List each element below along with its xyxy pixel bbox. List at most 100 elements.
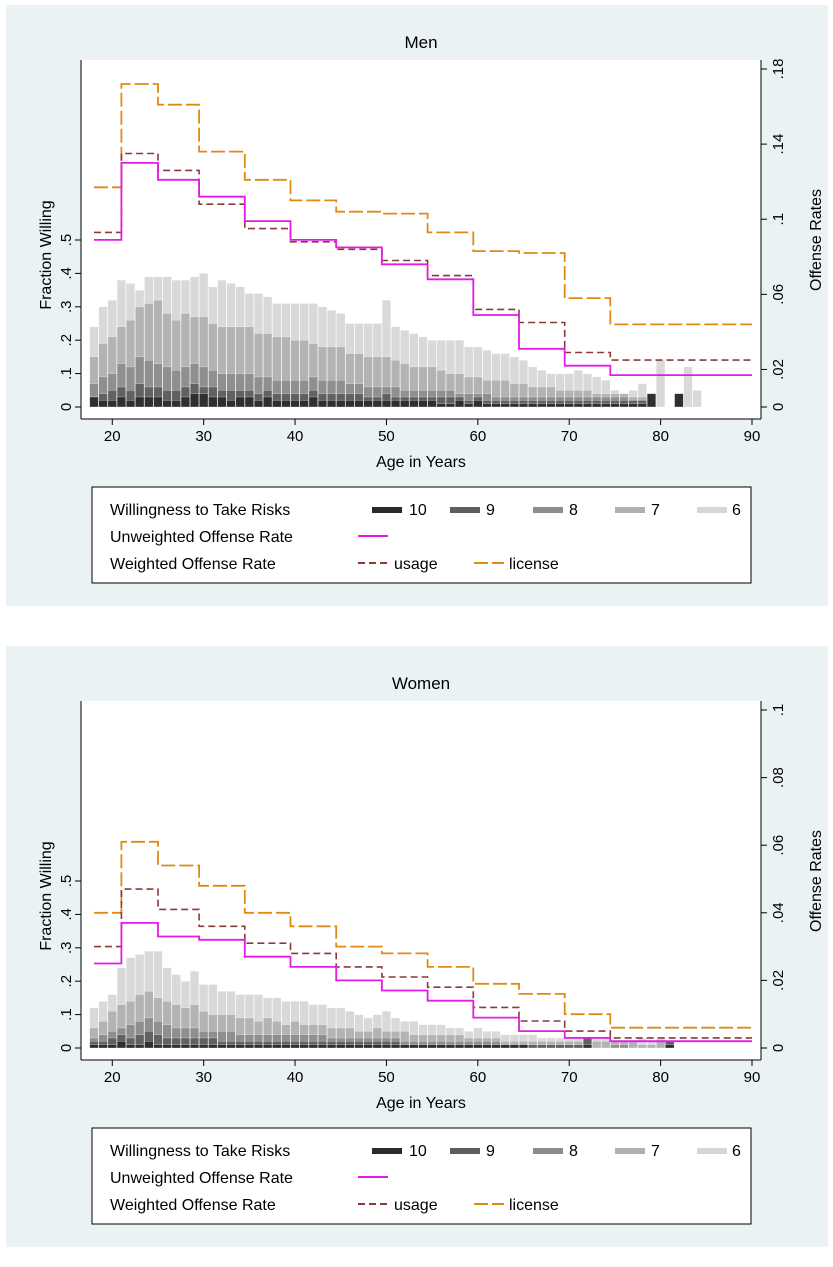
bar-risk-10-age-45 xyxy=(336,400,346,408)
bar-risk-10-age-48 xyxy=(363,1044,373,1049)
bar-risk-9-age-69 xyxy=(555,1044,565,1049)
legend: Willingness to Take Risks 10 9 8 7 6 Unw… xyxy=(91,1127,752,1225)
y-right-tick-label-.1: .1 xyxy=(770,704,787,717)
x-tick-label-20: 20 xyxy=(104,428,121,445)
bar-risk-10-age-24 xyxy=(144,1041,154,1049)
legend-weighted-label: Weighted Offense Rate xyxy=(110,556,276,573)
legend-box xyxy=(91,1127,752,1225)
bar-risk-10-age-31 xyxy=(208,396,218,408)
legend-risk-7-label: 7 xyxy=(651,502,660,519)
bar-risk-10-age-65 xyxy=(519,1044,529,1049)
x-tick-label-40: 40 xyxy=(287,428,304,445)
bar-risk-10-age-43 xyxy=(317,1044,327,1049)
y-right-tick-label-.1: .1 xyxy=(770,213,787,226)
bar-risk-7-age-77 xyxy=(628,1041,638,1049)
bar-risk-10-age-68 xyxy=(546,403,556,408)
y-left-tick-label-0: 0 xyxy=(58,1044,75,1052)
bar-risk-10-age-54 xyxy=(418,1044,428,1049)
bar-risk-10-age-42 xyxy=(308,396,318,408)
bar-risk-10-age-55 xyxy=(427,400,437,408)
legend-usage-label: usage xyxy=(394,1197,438,1214)
x-tick-label-80: 80 xyxy=(652,428,669,445)
license-line xyxy=(94,83,752,326)
bar-risk-10-age-31 xyxy=(208,1044,218,1049)
bar-risk-10-age-52 xyxy=(400,400,410,408)
legend-risk-title: Willingness to Take Risks xyxy=(110,1143,290,1160)
bar-risk-10-age-55 xyxy=(427,1044,437,1049)
bar-risk-9-age-67 xyxy=(537,1044,547,1049)
legend-risk-title: Willingness to Take Risks xyxy=(110,502,290,519)
bar-risk-10-age-20 xyxy=(107,400,117,408)
bar-risk-7-age-78 xyxy=(637,1044,647,1049)
bar-risk-10-age-46 xyxy=(345,1044,355,1049)
bar-risk-10-age-50 xyxy=(381,400,391,408)
x-axis-title: Age in Years xyxy=(376,454,466,471)
bar-risk-10-age-58 xyxy=(455,400,465,408)
x-tick-label-80: 80 xyxy=(652,1069,669,1086)
legend-swatch-risk-10 xyxy=(372,507,402,513)
x-tick-label-60: 60 xyxy=(469,428,486,445)
y-axis-left-title: Fraction Willing xyxy=(38,200,55,309)
bar-risk-10-age-22 xyxy=(126,400,136,408)
y-axis-left-title: Fraction Willing xyxy=(38,841,55,950)
bar-risk-10-age-59 xyxy=(464,1044,474,1049)
bar-risk-7-age-73 xyxy=(592,1041,602,1049)
legend-risk-6-label: 6 xyxy=(732,502,741,519)
legend-swatch-risk-6 xyxy=(697,1148,727,1154)
x-tick-label-70: 70 xyxy=(561,428,578,445)
bar-risk-10-age-29 xyxy=(190,1044,200,1049)
bar-risk-10-age-77 xyxy=(628,403,638,408)
legend-weighted-label: Weighted Offense Rate xyxy=(110,1197,276,1214)
bar-risk-6-age-83 xyxy=(683,366,693,408)
bar-risk-10-age-71 xyxy=(573,403,583,408)
legend-risk-8-label: 8 xyxy=(569,502,578,519)
bar-risk-7-age-74 xyxy=(601,1041,611,1049)
bar-risk-8-age-75 xyxy=(610,1044,620,1049)
bar-risk-10-age-54 xyxy=(418,400,428,408)
y-left-tick-label-.2: .2 xyxy=(58,975,75,988)
y-right-tick-label-.04: .04 xyxy=(770,902,787,923)
bar-risk-10-age-35 xyxy=(244,1044,254,1049)
bar-risk-10-age-33 xyxy=(226,400,236,408)
bar-risk-10-age-39 xyxy=(281,1044,291,1049)
bar-risk-10-age-47 xyxy=(354,400,364,408)
y-axis-right-title: Offense Rates xyxy=(808,830,825,932)
legend-swatch-risk-10 xyxy=(372,1148,402,1154)
y-right-tick-label-.02: .02 xyxy=(770,970,787,991)
bar-risk-10-age-69 xyxy=(555,403,565,408)
bar-risk-10-age-61 xyxy=(482,403,492,408)
bar-risk-10-age-34 xyxy=(235,1044,245,1049)
bar-risk-10-age-37 xyxy=(263,1044,273,1049)
bar-risk-10-age-76 xyxy=(619,403,629,408)
y-left-tick-label-.5: .5 xyxy=(58,875,75,888)
bar-risk-10-age-30 xyxy=(199,1044,209,1049)
bar-risk-10-age-60 xyxy=(473,400,483,408)
bar-risk-10-age-28 xyxy=(180,1044,190,1049)
bar-risk-10-age-19 xyxy=(98,400,108,408)
bar-risk-7-age-79 xyxy=(646,1044,656,1049)
bar-risk-10-age-47 xyxy=(354,1044,364,1049)
y-right-tick-label-.06: .06 xyxy=(770,835,787,856)
bar-risk-10-age-57 xyxy=(445,403,455,408)
bar-risk-10-age-53 xyxy=(409,1044,419,1049)
legend-swatch-risk-7 xyxy=(615,1148,645,1154)
x-tick-label-50: 50 xyxy=(378,428,395,445)
bar-risk-10-age-59 xyxy=(464,403,474,408)
legend-swatch-risk-6 xyxy=(697,507,727,513)
y-right-tick-label-.14: .14 xyxy=(770,134,787,155)
bar-risk-10-age-33 xyxy=(226,1044,236,1049)
bar-risk-10-age-67 xyxy=(537,403,547,408)
bar-risk-10-age-24 xyxy=(144,396,154,408)
y-right-tick-label-.02: .02 xyxy=(770,359,787,380)
bar-risk-10-age-56 xyxy=(436,1044,446,1049)
bar-risk-8-age-76 xyxy=(619,1044,629,1049)
y-right-tick-label-.18: .18 xyxy=(770,59,787,80)
bar-risk-10-age-75 xyxy=(610,403,620,408)
bar-risk-10-age-79 xyxy=(646,393,656,408)
bar-risk-10-age-27 xyxy=(171,400,181,408)
bar-risk-10-age-73 xyxy=(592,403,602,408)
bar-risk-10-age-27 xyxy=(171,1044,181,1049)
bar-risk-10-age-44 xyxy=(327,400,337,408)
bar-risk-9-age-70 xyxy=(564,1044,574,1049)
bar-risk-10-age-21 xyxy=(116,396,126,408)
